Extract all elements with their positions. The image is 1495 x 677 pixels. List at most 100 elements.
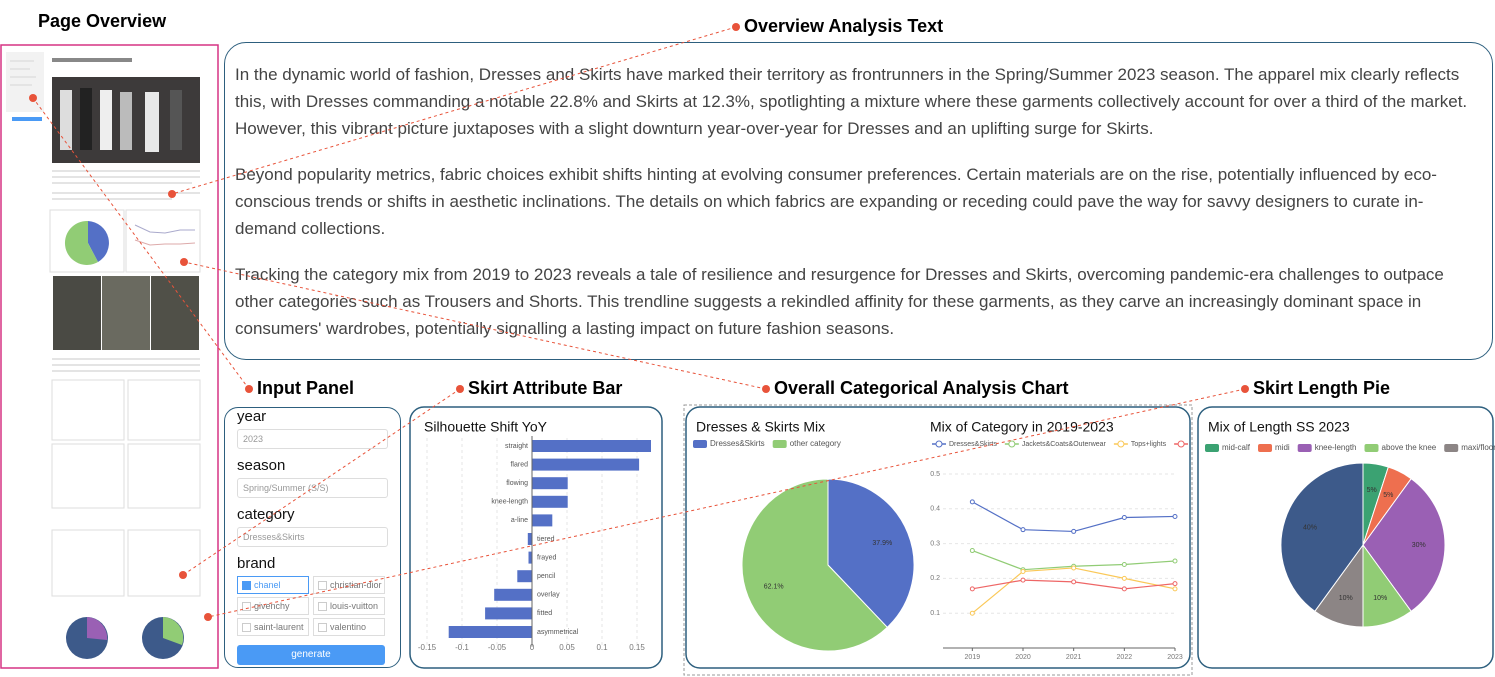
- legend-swatch: [1008, 440, 1016, 448]
- bar: [485, 607, 532, 620]
- overview-paragraph: Beyond popularity metrics, fabric choice…: [235, 165, 1437, 238]
- pie-slice: [1362, 477, 1446, 613]
- data-point: [1121, 561, 1127, 567]
- legend: Dresses&Skirts Jackets&Coats&Outerwear Top…: [932, 440, 1188, 448]
- bar: [527, 533, 532, 545]
- brand-grid: chanel christian-dior givenchy louis-vuitto…: [237, 576, 388, 636]
- series-line: [972, 501, 1176, 533]
- select[interactable]: Spring/Summer (S/S): [237, 478, 388, 498]
- page-thumbnail: [6, 52, 201, 659]
- data-point: [1172, 581, 1178, 587]
- bar: [448, 626, 532, 638]
- y-tick-label: 0.3: [930, 540, 940, 547]
- field-label: season: [237, 457, 286, 474]
- checkbox-label: valentino: [330, 622, 367, 632]
- legend-label: other category: [790, 439, 841, 448]
- checkbox[interactable]: valentino: [313, 618, 385, 636]
- bar: [532, 477, 568, 490]
- legend-label: Jackets&Coats&Outerwear: [1022, 441, 1107, 448]
- data-point: [1121, 586, 1127, 592]
- x-tick-label: 0: [530, 643, 535, 652]
- field-label: category: [237, 506, 295, 523]
- checkbox-label: saint-laurent: [254, 622, 304, 632]
- legend-label: knee-length: [1315, 443, 1357, 452]
- legend-item: other category: [772, 439, 841, 448]
- y-category-label: tiered: [537, 536, 555, 543]
- x-tick-label: -0.1: [455, 643, 469, 652]
- legend-swatch: [772, 440, 787, 448]
- slice-label: 5%: [1383, 492, 1393, 499]
- data-point: [969, 586, 975, 592]
- bar: [532, 495, 568, 508]
- y-category-label: straight: [505, 443, 528, 450]
- legend-swatch: [693, 440, 707, 448]
- y-category-label: a-line: [511, 517, 528, 524]
- data-point: [969, 548, 975, 554]
- y-category-label: overlay: [537, 592, 560, 599]
- legend-item: above the knee: [1364, 443, 1437, 452]
- legend-label: mid-calf: [1222, 443, 1251, 452]
- legend-swatch: [1205, 444, 1219, 452]
- data-point: [1020, 527, 1026, 533]
- legend-swatch: [1444, 444, 1459, 452]
- slice-label: 40%: [1303, 525, 1317, 532]
- x-tick-label: 2023: [1167, 654, 1183, 661]
- y-tick-label: 0.5: [930, 471, 940, 478]
- checkbox[interactable]: louis-vuitton: [313, 597, 385, 615]
- legend-item: knee-length: [1297, 443, 1357, 452]
- data-point: [1071, 528, 1077, 534]
- y-tick-label: 0.1: [930, 610, 940, 617]
- generate-button[interactable]: generate: [237, 645, 385, 665]
- data-point: [969, 499, 975, 505]
- legend-label: Tops+lights: [1131, 441, 1167, 448]
- legend-item: maxi/floor-length: [1444, 443, 1495, 452]
- series-line: [971, 567, 1176, 614]
- legend-swatch: [1297, 444, 1312, 452]
- overview-paragraph: Tracking the category mix from 2019 to 2…: [235, 265, 1444, 338]
- checkbox-box: [318, 622, 327, 632]
- chart-title: Mix of Length SS 2023: [1208, 419, 1350, 435]
- data-point: [1071, 579, 1077, 585]
- bar: [532, 440, 651, 452]
- data-point: [1172, 513, 1178, 519]
- slice-label: 10%: [1339, 595, 1353, 602]
- bar: [532, 458, 640, 471]
- legend-label: Dresses&Skirts: [710, 439, 765, 448]
- select[interactable]: Dresses&Skirts: [237, 527, 388, 547]
- y-category-label: flowing: [506, 480, 528, 487]
- overview-paragraph: In the dynamic world of fashion, Dresses…: [235, 65, 1468, 138]
- checkbox-box: [242, 622, 251, 632]
- overview-text-box: In the dynamic world of fashion, Dresses…: [224, 42, 1493, 360]
- y-category-label: asymmetrical: [537, 629, 579, 636]
- legend-item: midi: [1258, 443, 1290, 452]
- select[interactable]: 2023: [237, 429, 388, 449]
- chart-title: Silhouette Shift YoY: [424, 419, 548, 435]
- checkbox[interactable]: chanel: [237, 576, 309, 594]
- y-tick-label: 0.4: [930, 506, 940, 513]
- slice-label: 5%: [1367, 487, 1377, 494]
- checkbox[interactable]: saint-laurent: [237, 618, 309, 636]
- legend-swatch: [1177, 440, 1185, 448]
- checkbox[interactable]: givenchy: [237, 597, 309, 615]
- legend-item: mid-calf: [1205, 443, 1251, 452]
- slice-label: 30%: [1412, 542, 1426, 549]
- legend-label: maxi/floor-length: [1461, 443, 1495, 452]
- checkbox[interactable]: christian-dior: [313, 576, 385, 594]
- legend-swatch: [1117, 440, 1125, 448]
- data-point: [1121, 575, 1127, 581]
- bar: [532, 514, 553, 527]
- y-category-label: frayed: [537, 554, 557, 561]
- x-tick-label: 0.05: [559, 643, 575, 652]
- legend-swatch: [1258, 444, 1273, 452]
- checkbox-box: [242, 601, 251, 611]
- data-point: [1172, 558, 1178, 564]
- x-tick-label: -0.15: [418, 643, 437, 652]
- data-point: [1020, 577, 1026, 583]
- checkbox-label: louis-vuitton: [330, 601, 379, 611]
- checkbox-box: [318, 580, 327, 590]
- slice-label: 37.9%: [872, 540, 892, 547]
- checkbox-box: [318, 601, 327, 611]
- x-tick-label: 0.15: [629, 643, 645, 652]
- legend-swatch: [935, 440, 943, 448]
